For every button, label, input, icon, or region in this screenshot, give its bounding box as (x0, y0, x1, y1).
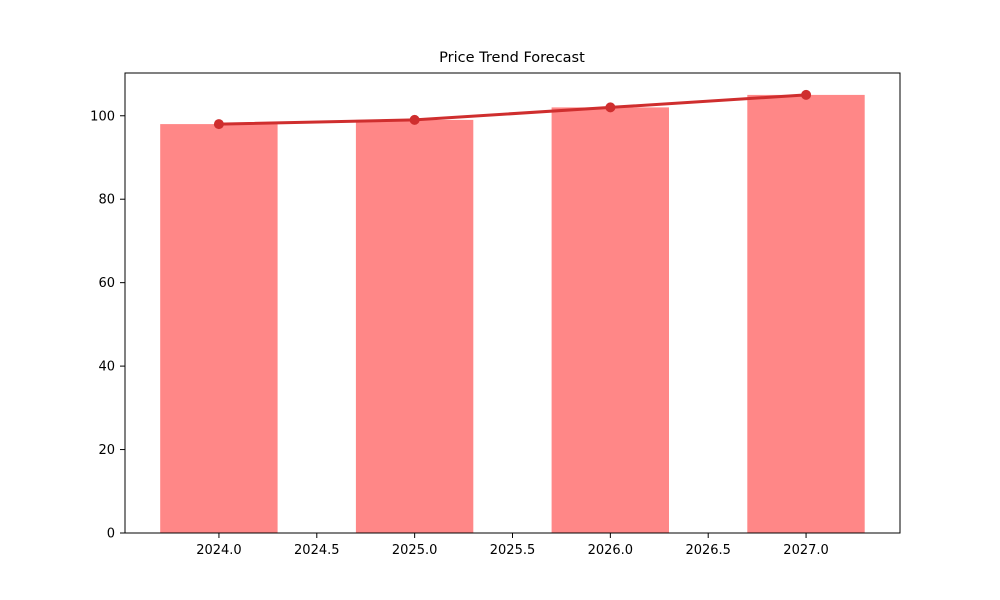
data-point-marker-2024 (213, 119, 224, 130)
y-tick-label: 60 (98, 276, 115, 291)
x-tick-label: 2025.0 (392, 543, 438, 558)
bar-2025 (355, 119, 474, 534)
x-tick-label: 2024.5 (294, 543, 340, 558)
data-point-marker-2026 (605, 102, 616, 113)
bar-2027 (747, 94, 865, 534)
y-tick-label: 40 (98, 360, 115, 375)
x-tick-label: 2026.5 (685, 543, 731, 558)
bar-2024 (160, 124, 278, 533)
x-tick-label: 2026.0 (588, 543, 634, 558)
x-tick-label: 2024.0 (196, 543, 242, 558)
y-tick-label: 100 (90, 109, 115, 124)
trend-line (217, 93, 808, 126)
y-tick-label: 0 (107, 527, 115, 542)
x-tick-label: 2027.0 (783, 543, 829, 558)
x-tick-label: 2025.5 (490, 543, 536, 558)
data-point-marker-2027 (801, 89, 812, 100)
y-tick-label: 20 (98, 443, 115, 458)
data-point-marker-2025 (409, 114, 420, 125)
plot-area: 0 20 40 60 80 100 2024.0 2024.5 2025.0 2025.5 2026… (90, 72, 901, 558)
y-tick-label: 80 (98, 193, 115, 208)
chart-title: Price Trend Forecast (439, 50, 585, 66)
bar-2026 (551, 107, 669, 534)
